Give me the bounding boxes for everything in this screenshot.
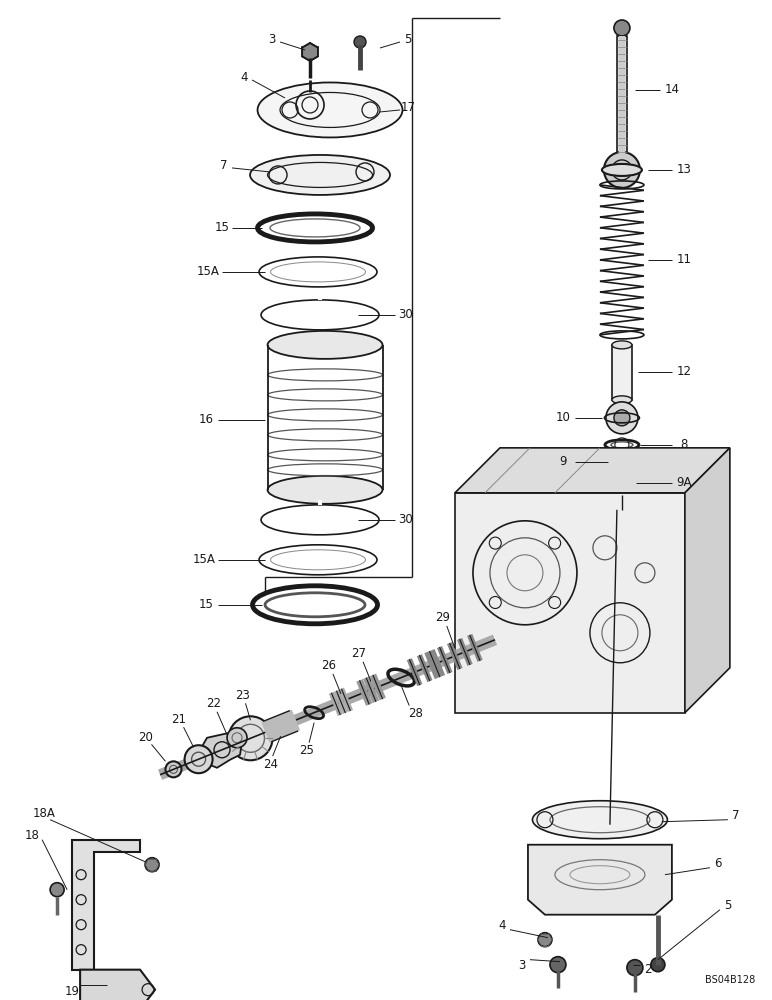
- Ellipse shape: [268, 331, 382, 359]
- Text: 19: 19: [65, 985, 80, 998]
- Text: 12: 12: [676, 365, 692, 378]
- Text: 13: 13: [676, 163, 692, 176]
- Text: 10: 10: [556, 411, 571, 424]
- Text: 3: 3: [269, 33, 276, 46]
- Text: 15A: 15A: [193, 553, 215, 566]
- Polygon shape: [80, 970, 155, 1000]
- Text: 3: 3: [518, 959, 526, 972]
- Polygon shape: [200, 732, 242, 768]
- Polygon shape: [528, 845, 672, 915]
- Text: 9A: 9A: [676, 476, 692, 489]
- Polygon shape: [455, 448, 730, 493]
- Bar: [617, 36, 627, 156]
- Text: 17: 17: [401, 101, 415, 114]
- Circle shape: [627, 960, 643, 976]
- Text: 7: 7: [220, 159, 228, 172]
- Text: 22: 22: [207, 697, 222, 710]
- Text: 28: 28: [408, 707, 422, 720]
- Text: 9: 9: [559, 455, 567, 468]
- Text: 24: 24: [263, 758, 278, 771]
- Ellipse shape: [258, 82, 402, 137]
- Text: 6: 6: [714, 857, 722, 870]
- Text: 4: 4: [240, 71, 248, 84]
- Ellipse shape: [268, 476, 382, 504]
- Ellipse shape: [612, 341, 632, 349]
- Text: 30: 30: [398, 308, 413, 321]
- Text: 27: 27: [351, 647, 367, 660]
- Circle shape: [50, 883, 64, 897]
- Text: 20: 20: [138, 731, 153, 744]
- Text: 14: 14: [665, 83, 679, 96]
- Polygon shape: [614, 455, 630, 469]
- Ellipse shape: [250, 155, 390, 195]
- Text: 2: 2: [644, 963, 652, 976]
- Circle shape: [614, 20, 630, 36]
- Ellipse shape: [612, 396, 632, 404]
- Circle shape: [538, 933, 552, 947]
- Circle shape: [354, 36, 366, 48]
- Circle shape: [550, 957, 566, 973]
- Text: 16: 16: [198, 413, 214, 426]
- Circle shape: [604, 152, 640, 188]
- Text: 25: 25: [299, 744, 313, 757]
- Polygon shape: [455, 493, 685, 713]
- Text: 29: 29: [435, 611, 450, 624]
- Text: 8: 8: [680, 438, 688, 451]
- Polygon shape: [72, 840, 140, 970]
- Text: 21: 21: [171, 713, 186, 726]
- Text: 15: 15: [215, 221, 229, 234]
- Text: 5: 5: [405, 33, 411, 46]
- Text: BS04B128: BS04B128: [705, 975, 755, 985]
- Ellipse shape: [602, 164, 642, 176]
- Text: 7: 7: [732, 809, 740, 822]
- Text: 11: 11: [676, 253, 692, 266]
- Polygon shape: [302, 43, 318, 61]
- Text: 5: 5: [724, 899, 732, 912]
- Circle shape: [229, 716, 273, 760]
- Text: 15A: 15A: [197, 265, 219, 278]
- Circle shape: [185, 745, 212, 773]
- Bar: [612, 345, 632, 400]
- Polygon shape: [612, 474, 632, 491]
- Text: 4: 4: [498, 919, 506, 932]
- Circle shape: [606, 402, 638, 434]
- Text: 18A: 18A: [32, 807, 56, 820]
- Polygon shape: [685, 448, 730, 713]
- Circle shape: [145, 858, 159, 872]
- Circle shape: [614, 410, 630, 426]
- Circle shape: [165, 761, 181, 777]
- Circle shape: [651, 958, 665, 972]
- Text: 26: 26: [321, 659, 337, 672]
- Circle shape: [227, 728, 247, 748]
- Text: 23: 23: [235, 689, 250, 702]
- Text: 15: 15: [198, 598, 214, 611]
- Text: 30: 30: [398, 513, 413, 526]
- Ellipse shape: [533, 801, 668, 839]
- Text: 18: 18: [25, 829, 39, 842]
